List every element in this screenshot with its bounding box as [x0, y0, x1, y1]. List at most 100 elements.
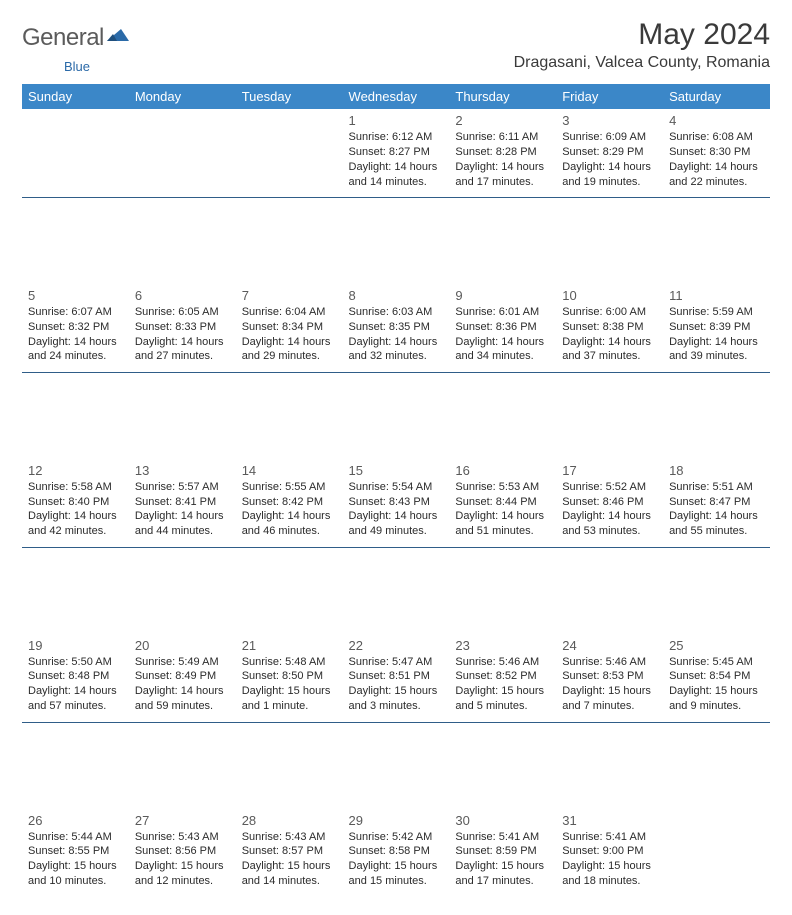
- day-info: Sunrise: 5:41 AMSunset: 8:59 PMDaylight:…: [455, 830, 550, 889]
- brand-word1: General: [22, 24, 104, 52]
- day-number: 8: [349, 288, 444, 303]
- day-cell: 11 Sunrise: 5:59 AMSunset: 8:39 PMDayligh…: [663, 284, 770, 373]
- day-cell: 9 Sunrise: 6:01 AMSunset: 8:36 PMDaylight…: [449, 284, 556, 373]
- month-title: May 2024: [514, 18, 770, 52]
- day-cell: 6Sunrise: 6:05 AMSunset: 8:33 PMDaylight…: [129, 284, 236, 373]
- day-cell: 22Sunrise: 5:47 AMSunset: 8:51 PMDayligh…: [343, 634, 450, 723]
- week-row: 19 Sunrise: 5:50 AMSunset: 8:48 PMDayligh…: [22, 634, 770, 723]
- day-number: 23: [455, 638, 550, 653]
- day-cell: 18Sunrise: 5:51 AMSunset: 8:47 PMDayligh…: [663, 459, 770, 548]
- day-info: Sunrise: 6:07 AMSunset: 8:32 PMDaylight:…: [28, 305, 123, 364]
- day-cell: 2Sunrise: 6:11 AMSunset: 8:28 PMDaylight…: [449, 109, 556, 198]
- day-info: Sunrise: 6:08 AMSunset: 8:30 PMDaylight:…: [669, 130, 764, 189]
- week-row: 1Sunrise: 6:12 AMSunset: 8:27 PMDaylight…: [22, 109, 770, 198]
- day-number: 28: [242, 813, 337, 828]
- weekday-header: Friday: [556, 84, 663, 109]
- brand-word2: Blue: [64, 59, 90, 74]
- day-cell: 13 Sunrise: 5:57 AMSunset: 8:41 PMDayligh…: [129, 459, 236, 548]
- day-info: Sunrise: 6:01 AMSunset: 8:36 PMDaylight:…: [455, 305, 550, 364]
- day-cell: 14 Sunrise: 5:55 AMSunset: 8:42 PMDayligh…: [236, 459, 343, 548]
- day-number: 1: [349, 113, 444, 128]
- weekday-header: Thursday: [449, 84, 556, 109]
- day-info: Sunrise: 5:58 AMSunset: 8:40 PMDaylight:…: [28, 480, 123, 539]
- day-info: Sunrise: 5:43 AMSunset: 8:57 PMDaylight:…: [242, 830, 337, 889]
- week-row: 12 Sunrise: 5:58 AMSunset: 8:40 PMDayligh…: [22, 459, 770, 548]
- day-cell: 25Sunrise: 5:45 AMSunset: 8:54 PMDayligh…: [663, 634, 770, 723]
- day-number: 13: [135, 463, 230, 478]
- weekday-header: Wednesday: [343, 84, 450, 109]
- week-row: 26 Sunrise: 5:44 AMSunset: 8:55 PMDayligh…: [22, 809, 770, 897]
- day-info: Sunrise: 5:42 AMSunset: 8:58 PMDaylight:…: [349, 830, 444, 889]
- day-info: Sunrise: 5:55 AMSunset: 8:42 PMDaylight:…: [242, 480, 337, 539]
- day-cell: 24 Sunrise: 5:46 AMSunset: 8:53 PMDayligh…: [556, 634, 663, 723]
- day-number: 5: [28, 288, 123, 303]
- weekday-header-row: Sunday Monday Tuesday Wednesday Thursday…: [22, 84, 770, 109]
- day-cell: 23Sunrise: 5:46 AMSunset: 8:52 PMDayligh…: [449, 634, 556, 723]
- week-separator: [22, 723, 770, 809]
- day-number: 30: [455, 813, 550, 828]
- day-cell: 3Sunrise: 6:09 AMSunset: 8:29 PMDaylight…: [556, 109, 663, 198]
- day-cell: [22, 109, 129, 198]
- day-info: Sunrise: 5:59 AMSunset: 8:39 PMDaylight:…: [669, 305, 764, 364]
- day-number: 29: [349, 813, 444, 828]
- week-separator: [22, 373, 770, 459]
- day-number: 2: [455, 113, 550, 128]
- day-cell: 30 Sunrise: 5:41 AMSunset: 8:59 PMDayligh…: [449, 809, 556, 897]
- day-info: Sunrise: 5:52 AMSunset: 8:46 PMDaylight:…: [562, 480, 657, 539]
- day-info: Sunrise: 5:50 AMSunset: 8:48 PMDaylight:…: [28, 655, 123, 714]
- day-cell: 7 Sunrise: 6:04 AMSunset: 8:34 PMDaylight…: [236, 284, 343, 373]
- day-info: Sunrise: 5:57 AMSunset: 8:41 PMDaylight:…: [135, 480, 230, 539]
- day-number: 31: [562, 813, 657, 828]
- day-info: Sunrise: 5:49 AMSunset: 8:49 PMDaylight:…: [135, 655, 230, 714]
- day-cell: 15Sunrise: 5:54 AMSunset: 8:43 PMDayligh…: [343, 459, 450, 548]
- day-info: Sunrise: 5:54 AMSunset: 8:43 PMDaylight:…: [349, 480, 444, 539]
- day-number: 6: [135, 288, 230, 303]
- day-info: Sunrise: 5:44 AMSunset: 8:55 PMDaylight:…: [28, 830, 123, 889]
- day-number: 12: [28, 463, 123, 478]
- day-cell: 19 Sunrise: 5:50 AMSunset: 8:48 PMDayligh…: [22, 634, 129, 723]
- day-number: 19: [28, 638, 123, 653]
- day-cell: 5 Sunrise: 6:07 AMSunset: 8:32 PMDaylight…: [22, 284, 129, 373]
- calendar-table: Sunday Monday Tuesday Wednesday Thursday…: [22, 84, 770, 897]
- day-cell: 20 Sunrise: 5:49 AMSunset: 8:49 PMDayligh…: [129, 634, 236, 723]
- day-number: 20: [135, 638, 230, 653]
- day-number: 17: [562, 463, 657, 478]
- day-info: Sunrise: 6:04 AMSunset: 8:34 PMDaylight:…: [242, 305, 337, 364]
- day-number: 26: [28, 813, 123, 828]
- day-number: 18: [669, 463, 764, 478]
- brand-mark-icon: [107, 27, 129, 50]
- week-row: 5 Sunrise: 6:07 AMSunset: 8:32 PMDaylight…: [22, 284, 770, 373]
- day-number: 16: [455, 463, 550, 478]
- day-number: 24: [562, 638, 657, 653]
- brand-logo: General: [22, 24, 131, 52]
- weekday-header: Saturday: [663, 84, 770, 109]
- day-cell: 26 Sunrise: 5:44 AMSunset: 8:55 PMDayligh…: [22, 809, 129, 897]
- weekday-header: Tuesday: [236, 84, 343, 109]
- day-cell: 10Sunrise: 6:00 AMSunset: 8:38 PMDayligh…: [556, 284, 663, 373]
- day-info: Sunrise: 5:46 AMSunset: 8:53 PMDaylight:…: [562, 655, 657, 714]
- day-info: Sunrise: 5:41 AMSunset: 9:00 PMDaylight:…: [562, 830, 657, 889]
- weekday-header: Sunday: [22, 84, 129, 109]
- day-number: 9: [455, 288, 550, 303]
- weekday-header: Monday: [129, 84, 236, 109]
- day-number: 14: [242, 463, 337, 478]
- day-number: 11: [669, 288, 764, 303]
- day-info: Sunrise: 6:03 AMSunset: 8:35 PMDaylight:…: [349, 305, 444, 364]
- day-info: Sunrise: 5:47 AMSunset: 8:51 PMDaylight:…: [349, 655, 444, 714]
- day-cell: 16Sunrise: 5:53 AMSunset: 8:44 PMDayligh…: [449, 459, 556, 548]
- day-cell: 8 Sunrise: 6:03 AMSunset: 8:35 PMDaylight…: [343, 284, 450, 373]
- day-number: 3: [562, 113, 657, 128]
- week-separator: [22, 198, 770, 284]
- day-info: Sunrise: 6:00 AMSunset: 8:38 PMDaylight:…: [562, 305, 657, 364]
- day-info: Sunrise: 5:43 AMSunset: 8:56 PMDaylight:…: [135, 830, 230, 889]
- day-number: 7: [242, 288, 337, 303]
- day-cell: 28 Sunrise: 5:43 AMSunset: 8:57 PMDayligh…: [236, 809, 343, 897]
- day-cell: 1Sunrise: 6:12 AMSunset: 8:27 PMDaylight…: [343, 109, 450, 198]
- day-number: 4: [669, 113, 764, 128]
- day-cell: 17 Sunrise: 5:52 AMSunset: 8:46 PMDayligh…: [556, 459, 663, 548]
- day-cell: 21Sunrise: 5:48 AMSunset: 8:50 PMDayligh…: [236, 634, 343, 723]
- day-cell: 12 Sunrise: 5:58 AMSunset: 8:40 PMDayligh…: [22, 459, 129, 548]
- day-info: Sunrise: 5:48 AMSunset: 8:50 PMDaylight:…: [242, 655, 337, 714]
- day-cell: [236, 109, 343, 198]
- week-separator: [22, 548, 770, 634]
